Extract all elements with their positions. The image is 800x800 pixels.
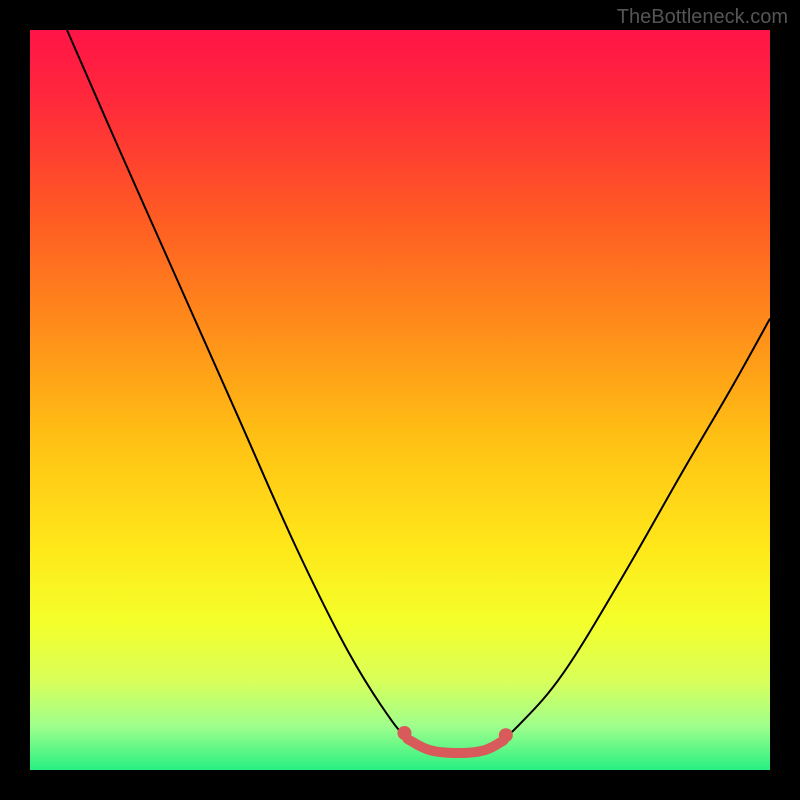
watermark-text: TheBottleneck.com xyxy=(617,6,788,29)
chart-svg xyxy=(30,30,770,770)
chart-area xyxy=(30,30,770,770)
highlight-endcap xyxy=(397,726,411,740)
gradient-background xyxy=(30,30,770,770)
highlight-endcap xyxy=(499,728,513,742)
